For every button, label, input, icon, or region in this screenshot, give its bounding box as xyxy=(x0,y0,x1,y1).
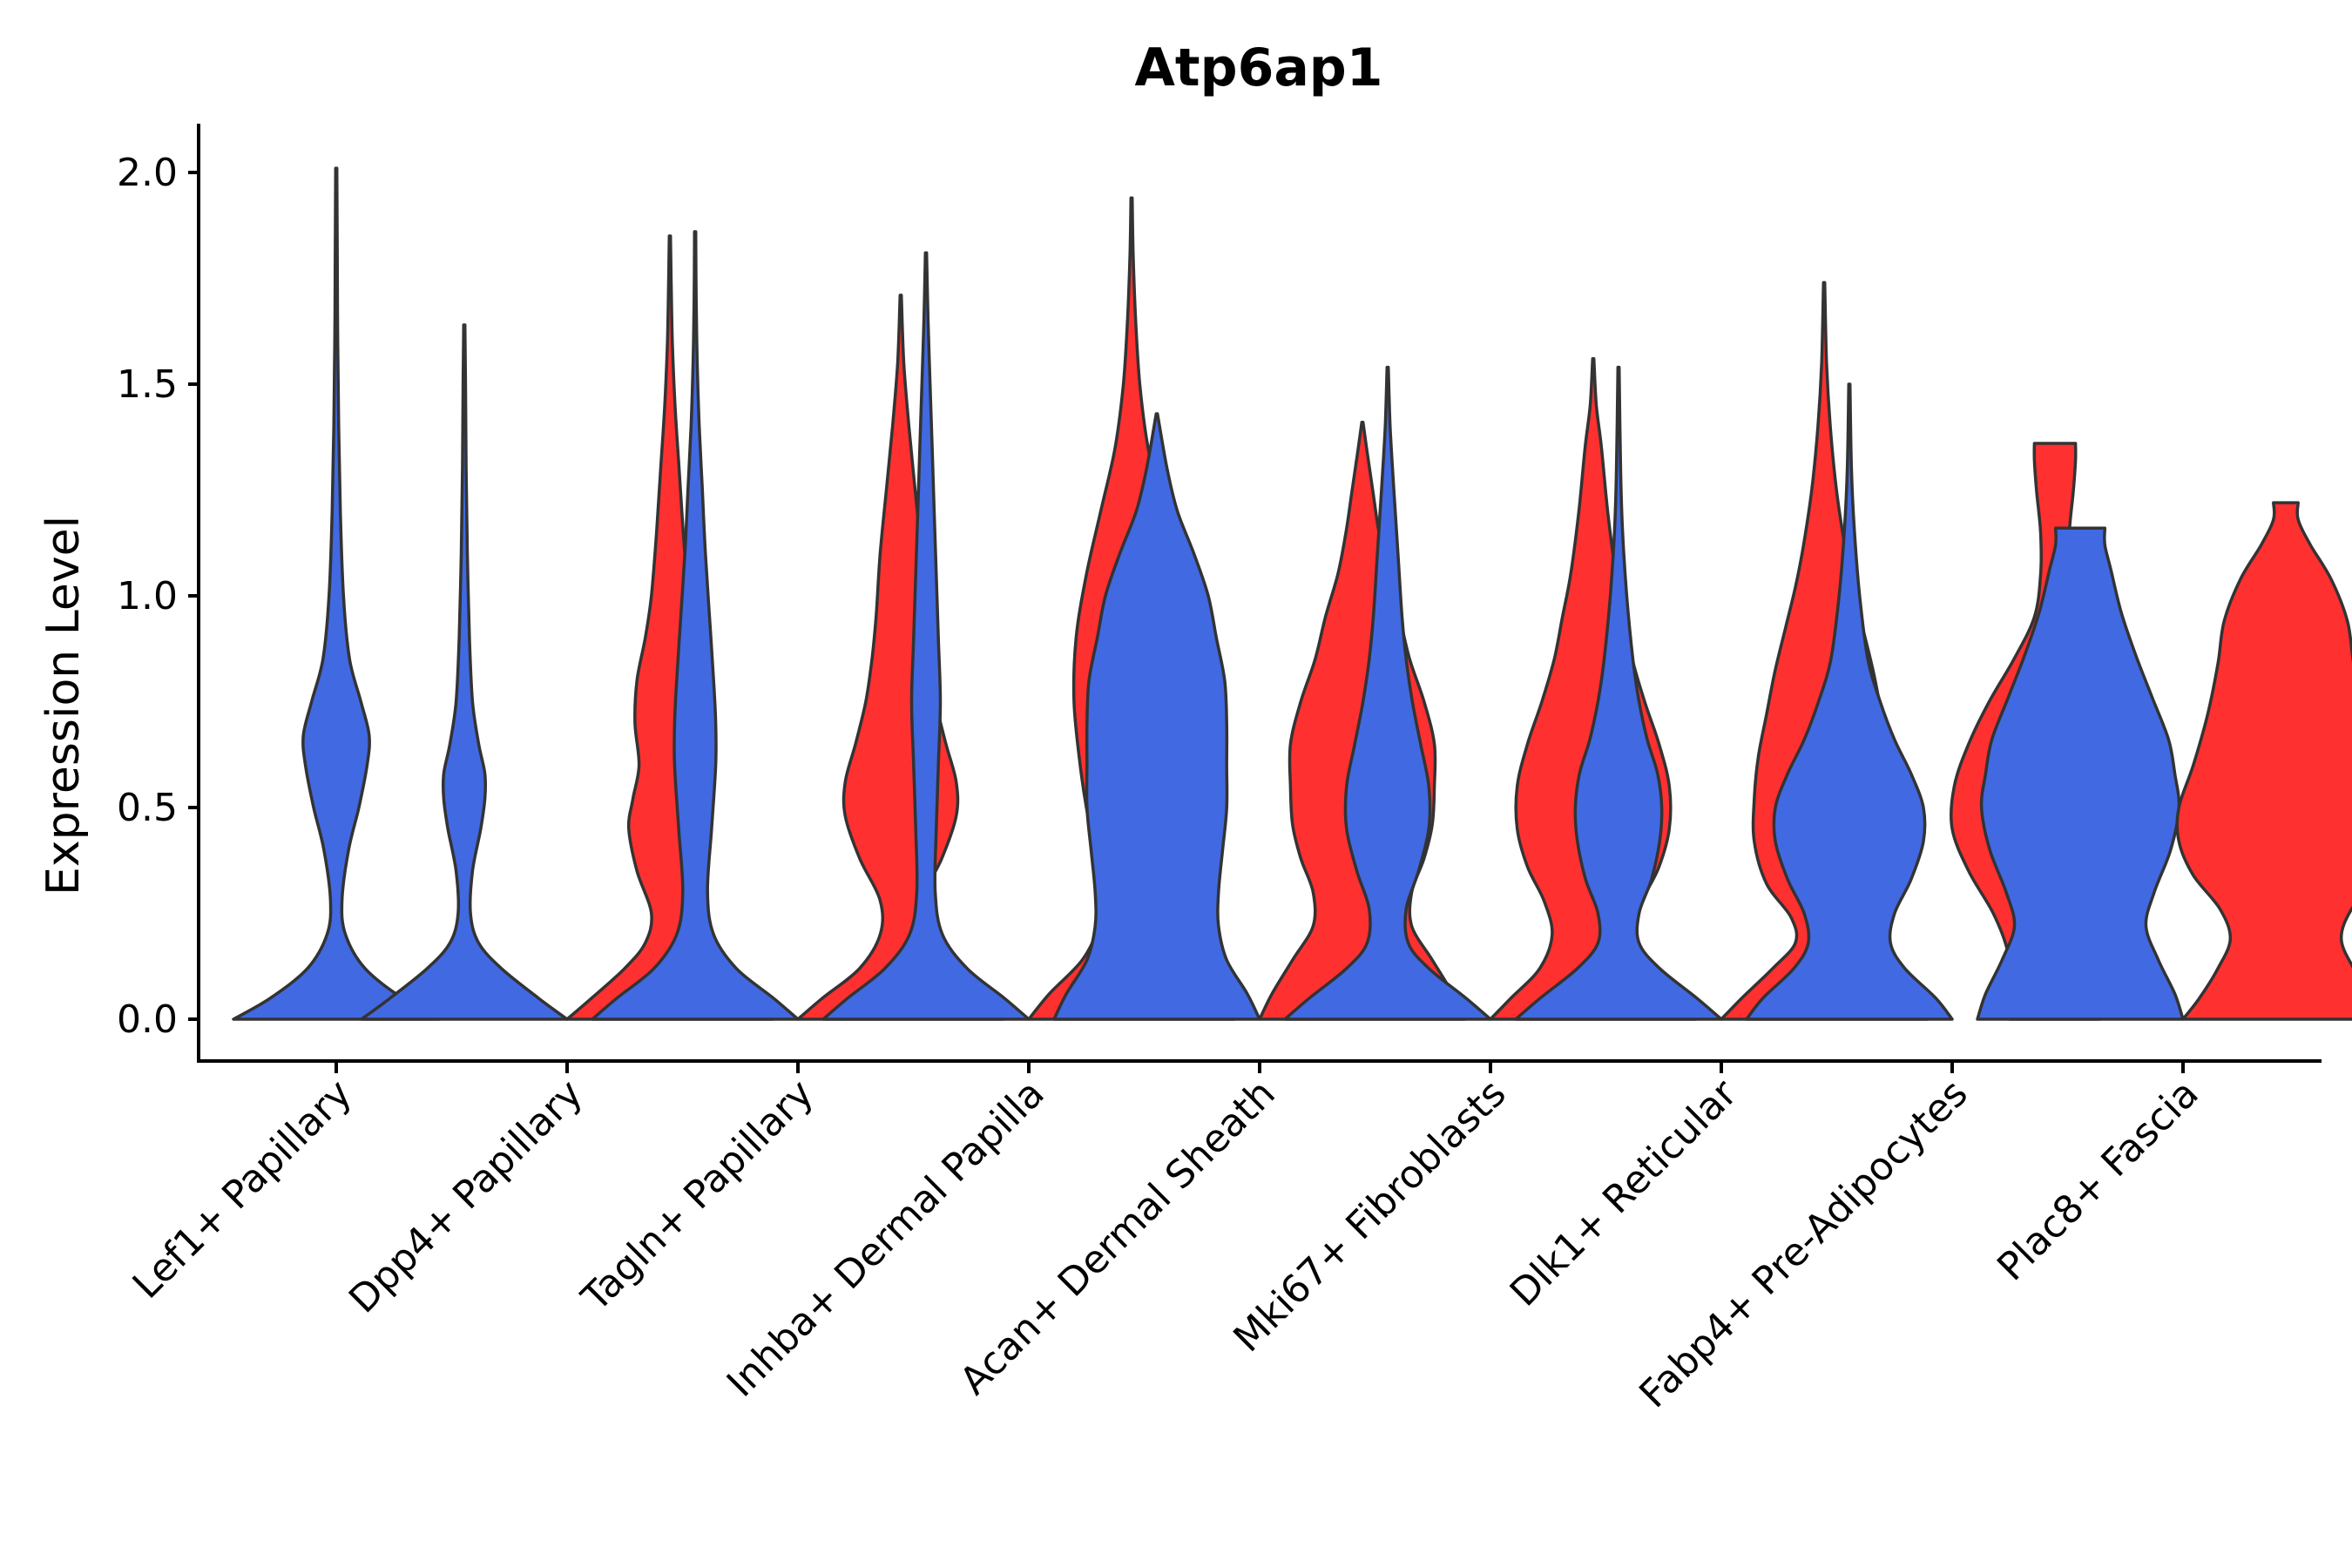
y-tick-label: 1.0 xyxy=(117,574,178,618)
y-axis-label: Expression Level xyxy=(37,516,90,896)
violin-blue-10 xyxy=(1283,365,1492,1021)
violin-blue-16 xyxy=(1976,526,2185,1021)
chart-title: Atp6ap1 xyxy=(1135,37,1383,98)
y-tick-label: 0.5 xyxy=(117,786,178,830)
violin-blue-12 xyxy=(1514,365,1723,1021)
violin-blue-1 xyxy=(232,166,441,1021)
violin-blue-4 xyxy=(591,230,800,1021)
violin-blue-8 xyxy=(1052,412,1261,1021)
y-tick-label: 0.0 xyxy=(117,997,178,1042)
violins-group xyxy=(232,166,2352,1021)
violin-red-5 xyxy=(796,294,1005,1021)
violin-blue-6 xyxy=(821,251,1031,1021)
y-tick-label: 2.0 xyxy=(117,151,178,195)
y-ticks-group: 0.0 0.5 1.0 1.5 2.0 xyxy=(117,151,199,1042)
violin-blue-14 xyxy=(1745,382,1954,1021)
y-tick-label: 1.5 xyxy=(117,362,178,407)
violin-red-17 xyxy=(2175,501,2352,1021)
violin-blue-2 xyxy=(360,323,569,1021)
